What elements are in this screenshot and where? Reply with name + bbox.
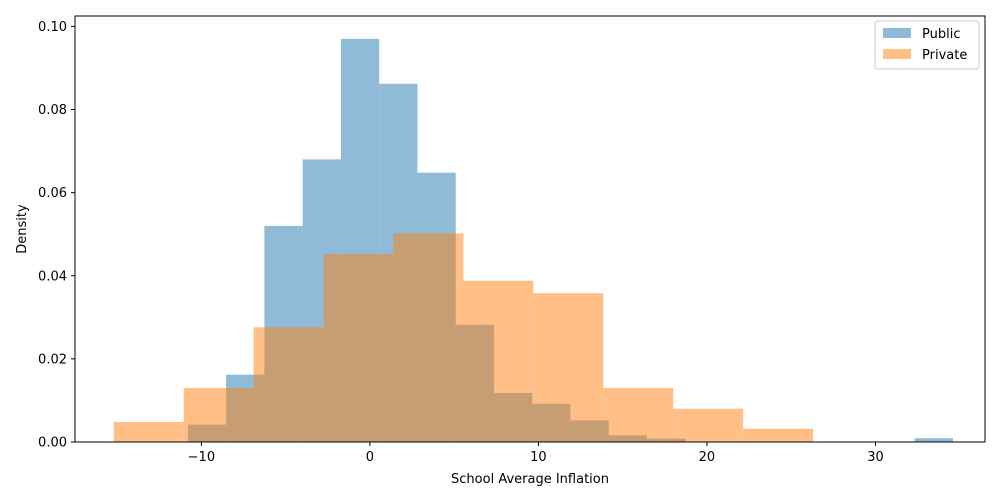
bar-private-2 (253, 327, 324, 442)
x-tick-label: 10 (530, 450, 547, 465)
legend-label-private: Private (922, 48, 967, 63)
legend-swatch-public (883, 28, 911, 38)
x-axis-title: School Average Inflation (451, 472, 609, 487)
bar-private-3 (323, 254, 394, 442)
y-axis-ticks: 0.00 0.02 0.04 0.06 0.08 0.10 (38, 20, 75, 451)
bar-private-8 (673, 408, 744, 442)
bars-layer (113, 38, 953, 443)
y-tick-label: 0.04 (38, 269, 67, 284)
bar-private-6 (533, 293, 604, 442)
x-tick-label: 20 (699, 450, 716, 465)
plot-frame (74, 15, 986, 443)
y-axis-title: Density (15, 204, 30, 254)
y-tick-label: 0.06 (38, 186, 67, 201)
bar-private-9 (743, 428, 814, 442)
x-tick-label: 30 (867, 450, 884, 465)
bar-private-5 (463, 280, 534, 442)
x-tick-label: −10 (188, 450, 215, 465)
y-tick-label: 0.10 (38, 20, 67, 35)
x-axis-ticks: −10 0 10 20 30 (188, 442, 884, 465)
bar-private-7 (603, 387, 674, 442)
legend-label-public: Public (922, 27, 960, 42)
bar-private-4 (393, 233, 464, 442)
x-tick-label: 0 (366, 450, 374, 465)
y-tick-label: 0.00 (38, 436, 67, 451)
y-tick-label: 0.08 (38, 103, 67, 118)
y-tick-label: 0.02 (38, 352, 67, 367)
legend: Public Private (874, 20, 980, 70)
bar-public-19 (914, 438, 953, 442)
legend-swatch-private (883, 49, 911, 59)
bar-private-0 (113, 422, 184, 442)
bar-private-1 (183, 387, 254, 442)
